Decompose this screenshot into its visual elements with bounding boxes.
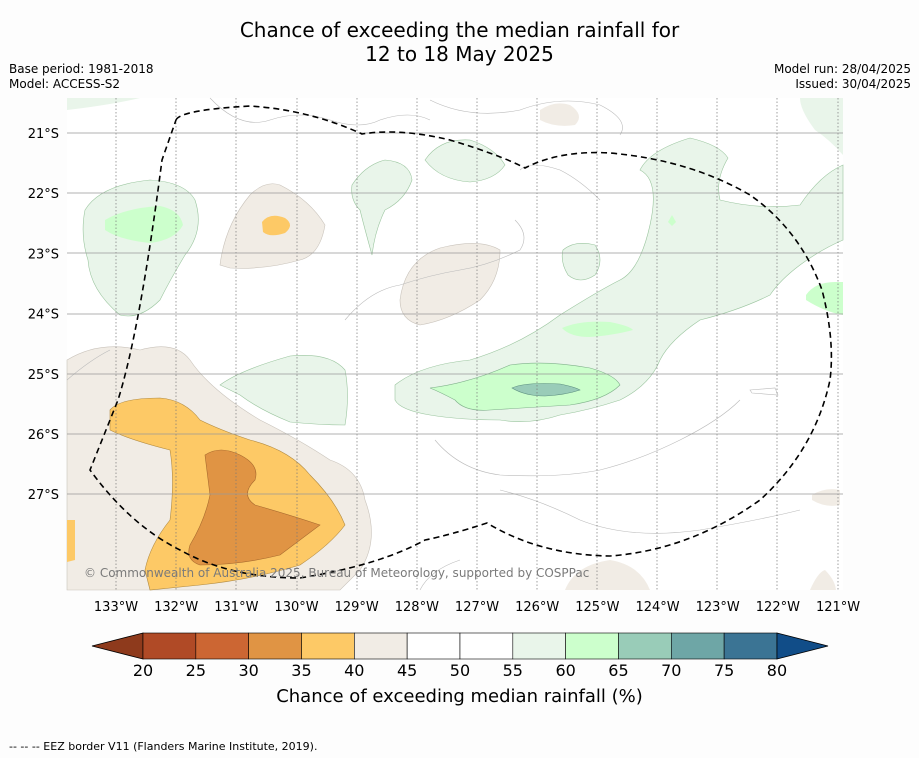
model-run: Model run: 28/04/2025 xyxy=(773,62,911,76)
colorbar-tick-label: 65 xyxy=(608,661,628,680)
region-above-55-center-west xyxy=(219,355,348,426)
region-below-45-top xyxy=(540,103,579,126)
longitude-label: 129°W xyxy=(335,600,379,615)
base-period: Base period: 1981-2018 xyxy=(9,62,154,76)
region-above-65-center xyxy=(511,383,581,397)
colorbar-segment xyxy=(512,632,566,660)
region-above-60-mid xyxy=(562,321,633,337)
map-title: Chance of exceeding the median rainfall … xyxy=(0,18,919,66)
colorbar-tick-label: 40 xyxy=(344,661,364,680)
region-below-45-se xyxy=(810,570,836,590)
longitude-label: 122°W xyxy=(756,600,800,615)
longitude-labels: 133°W 132°W 131°W 130°W 129°W 128°W 127°W 126°W… xyxy=(94,600,860,615)
region-below-35 xyxy=(188,449,321,566)
latitude-label: 23°S xyxy=(28,247,59,262)
colorbar-tick-label: 30 xyxy=(238,661,258,680)
colorbar-tick-label: 55 xyxy=(503,661,523,680)
latitude-label: 26°S xyxy=(28,428,59,443)
longitude-label: 132°W xyxy=(154,600,198,615)
colorbar-tick-label: 60 xyxy=(555,661,575,680)
model-name: Model: ACCESS-S2 xyxy=(9,77,121,91)
title-line-2: 12 to 18 May 2025 xyxy=(365,42,554,66)
graticule xyxy=(115,98,839,590)
colorbar-tick-label: 25 xyxy=(186,661,206,680)
latitude-label: 24°S xyxy=(28,308,59,323)
colorbar-segment xyxy=(459,632,514,660)
region-below-40-north xyxy=(262,215,290,236)
colorbar-segment xyxy=(670,632,725,660)
longitude-label: 130°W xyxy=(274,600,318,615)
region-above-55-north xyxy=(351,159,413,256)
latitude-label: 22°S xyxy=(28,187,59,202)
colorbar-tick-label: 50 xyxy=(450,661,470,680)
longitude-label: 127°W xyxy=(455,600,499,615)
colorbar-tick-label: 35 xyxy=(291,661,311,680)
region-above-55-top-right xyxy=(800,98,843,155)
latitude-label: 25°S xyxy=(28,368,59,383)
region-above-55-east2 xyxy=(561,243,601,281)
colorbar-segment xyxy=(723,632,778,660)
colorbar-segment xyxy=(565,632,619,660)
colorbar-segment xyxy=(142,632,197,660)
longitude-label: 123°W xyxy=(696,600,740,615)
latitude-label: 27°S xyxy=(28,488,59,503)
eez-legend-note: -- -- -- EEZ border V11 (Flanders Marine… xyxy=(9,740,318,753)
colorbar xyxy=(91,632,829,660)
colorbar-tick-label: 80 xyxy=(767,661,787,680)
latitude-lines xyxy=(67,132,843,495)
longitude-label: 126°W xyxy=(515,600,559,615)
latitude-labels: 21°S 22°S 23°S 24°S 25°S 26°S 27°S xyxy=(28,127,59,503)
colorbar-segment xyxy=(354,632,408,660)
latitude-label: 21°S xyxy=(28,127,59,142)
colorbar-segment xyxy=(406,632,461,660)
longitude-label: 133°W xyxy=(94,600,138,615)
meta-left: Base period: 1981-2018 Model: ACCESS-S2 xyxy=(9,62,154,92)
colorbar-segment xyxy=(618,632,672,660)
longitude-label: 131°W xyxy=(214,600,258,615)
longitude-label: 124°W xyxy=(635,600,679,615)
region-above-60-west xyxy=(105,206,183,243)
colorbar-tick-label: 75 xyxy=(714,661,734,680)
issued-date: Issued: 30/04/2025 xyxy=(795,77,911,91)
colorbar-segment xyxy=(195,632,249,660)
longitude-label: 125°W xyxy=(575,600,619,615)
copyright-text: © Commonwealth of Australia 2025, Bureau… xyxy=(84,566,589,580)
region-below-45-e xyxy=(812,489,840,506)
region-above-55-east xyxy=(394,137,844,422)
meta-right: Model run: 28/04/2025 Issued: 30/04/2025 xyxy=(774,62,911,92)
region-below-45-center xyxy=(399,243,501,326)
colorbar-tick-label: 70 xyxy=(661,661,681,680)
colorbar-extend-high xyxy=(776,632,829,660)
colorbar-tick-label: 20 xyxy=(133,661,153,680)
colorbar-label: Chance of exceeding median rainfall (%) xyxy=(276,686,643,707)
eez-border xyxy=(89,105,833,579)
region-below-45-south xyxy=(565,560,650,590)
region-above-60-small xyxy=(668,215,676,226)
title-line-1: Chance of exceeding the median rainfall … xyxy=(239,18,680,42)
region-below-40-west xyxy=(67,520,75,562)
longitude-label: 121°W xyxy=(816,600,860,615)
colorbar-extend-low xyxy=(91,632,144,660)
colorbar-tick-label: 45 xyxy=(397,661,417,680)
region-above-55-top xyxy=(67,98,140,110)
map-area: © Commonwealth of Australia 2025, Bureau… xyxy=(66,97,844,591)
longitude-label: 128°W xyxy=(395,600,439,615)
colorbar-ticks: 20 25 30 35 40 45 50 55 60 65 70 75 80 xyxy=(133,661,787,680)
colorbar-segment xyxy=(248,632,302,660)
colorbar-segment xyxy=(301,632,355,660)
